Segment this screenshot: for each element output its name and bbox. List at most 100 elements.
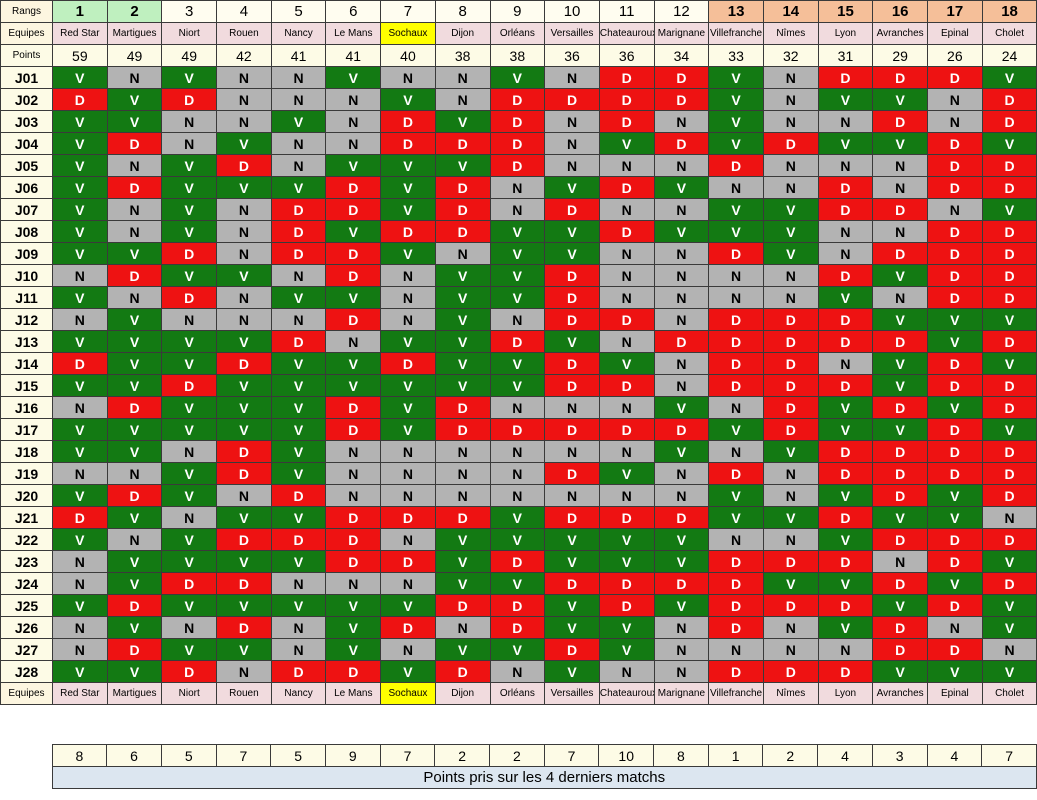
result-cell: V	[270, 462, 327, 485]
result-cell: D	[598, 594, 655, 617]
result-cell: V	[216, 374, 272, 397]
result-cell: D	[981, 396, 1037, 419]
result-cell: D	[708, 660, 764, 683]
result-cell: D	[598, 176, 655, 199]
result-cell: N	[270, 154, 327, 177]
result-cell: N	[544, 154, 600, 177]
result-cell: V	[161, 638, 218, 661]
result-cell: D	[981, 220, 1037, 243]
result-cell: V	[544, 330, 600, 353]
result-cell: V	[489, 352, 546, 375]
rank-cell: 2	[106, 0, 163, 23]
matchday-label: J14	[0, 352, 53, 375]
result-cell: V	[161, 484, 218, 507]
result-cell: N	[380, 484, 436, 507]
result-cell: V	[216, 330, 272, 353]
footer-caption: Points pris sur les 4 derniers matchs	[51, 766, 1037, 789]
equipes-label: Equipes	[0, 682, 53, 705]
result-cell: V	[708, 132, 764, 155]
result-cell: D	[598, 418, 655, 441]
result-cell: D	[817, 550, 874, 573]
result-cell: N	[434, 66, 491, 89]
matchday-label: J26	[0, 616, 53, 639]
result-cell: D	[598, 66, 655, 89]
result-cell: V	[380, 88, 436, 111]
result-cell: V	[52, 594, 108, 617]
points-cell: 49	[106, 44, 163, 67]
result-cell: N	[708, 528, 764, 551]
matchday-row: J10 N D V V N D N V V D N N N N D V D D	[0, 264, 1037, 287]
result-cell: N	[653, 110, 710, 133]
result-cell: D	[489, 110, 546, 133]
result-cell: N	[161, 616, 218, 639]
result-cell: D	[981, 484, 1037, 507]
result-cell: D	[270, 242, 327, 265]
standings-table: Rangs 1 2 3 4 5 6 7 8 9 10 11 12 13 14 15 16 17 18 Equipes R…	[0, 0, 1037, 705]
result-cell: V	[106, 418, 163, 441]
team-name-cell: Nîmes	[762, 22, 819, 45]
result-cell: N	[544, 396, 600, 419]
rank-cell: 12	[653, 0, 710, 23]
result-cell: D	[434, 660, 491, 683]
spacer-row	[0, 723, 1037, 745]
points-cell: 34	[653, 44, 710, 67]
result-cell: V	[981, 308, 1037, 331]
result-cell: N	[708, 396, 764, 419]
result-cell: N	[817, 352, 874, 375]
result-cell: V	[161, 176, 218, 199]
result-cell: V	[106, 242, 163, 265]
result-cell: V	[762, 220, 819, 243]
result-cell: D	[927, 594, 983, 617]
matchday-row: J15 V V D V V V V V V D D N D D D V D D	[0, 374, 1037, 397]
result-cell: V	[872, 594, 928, 617]
matchday-label: J04	[0, 132, 53, 155]
result-cell: V	[106, 616, 163, 639]
result-cell: V	[708, 88, 764, 111]
result-cell: V	[325, 154, 382, 177]
result-cell: V	[653, 594, 710, 617]
result-cell: V	[872, 264, 928, 287]
result-cell: N	[544, 132, 600, 155]
result-cell: D	[872, 616, 928, 639]
matchday-label: J27	[0, 638, 53, 661]
result-cell: D	[817, 462, 874, 485]
result-cell: D	[981, 176, 1037, 199]
result-cell: N	[489, 484, 546, 507]
result-cell: N	[270, 66, 327, 89]
result-cell: D	[762, 330, 819, 353]
result-cell: N	[653, 484, 710, 507]
result-cell: D	[981, 88, 1037, 111]
result-cell: V	[161, 198, 218, 221]
result-cell: V	[106, 308, 163, 331]
result-cell: V	[762, 242, 819, 265]
team-name-cell: Villefranche	[708, 22, 764, 45]
result-cell: V	[52, 660, 108, 683]
result-cell: D	[216, 528, 272, 551]
result-cell: V	[325, 594, 382, 617]
result-cell: V	[927, 484, 983, 507]
result-cell: D	[927, 66, 983, 89]
result-cell: V	[872, 374, 928, 397]
result-cell: N	[653, 374, 710, 397]
result-cell: N	[52, 616, 108, 639]
result-cell: N	[598, 660, 655, 683]
points-cell: 38	[434, 44, 491, 67]
result-cell: D	[106, 396, 163, 419]
result-cell: N	[216, 484, 272, 507]
result-cell: V	[544, 616, 600, 639]
result-cell: N	[598, 484, 655, 507]
result-cell: N	[216, 198, 272, 221]
matchday-label: J16	[0, 396, 53, 419]
result-cell: D	[708, 616, 764, 639]
result-cell: V	[52, 176, 108, 199]
result-cell: V	[270, 286, 327, 309]
result-cell: D	[927, 242, 983, 265]
result-cell: D	[872, 396, 928, 419]
team-name-cell: Rouen	[216, 682, 272, 705]
result-cell: V	[270, 418, 327, 441]
spacer-cell	[981, 723, 1037, 745]
result-cell: D	[927, 176, 983, 199]
team-name-cell: Le Mans	[325, 22, 382, 45]
team-name-cell: Chateauroux	[598, 682, 655, 705]
points-row: Points 59 49 49 42 41 41 40 38 38 36 36 34 33 32 31 29 26…	[0, 44, 1037, 67]
